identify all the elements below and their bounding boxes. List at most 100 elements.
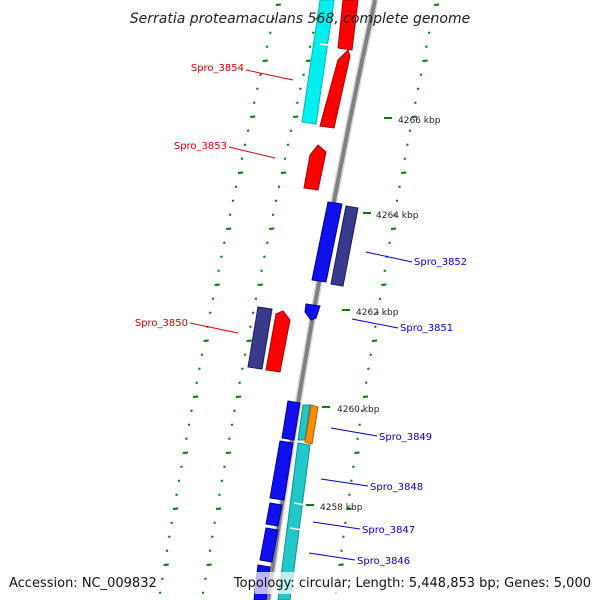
gc-dot <box>233 409 236 412</box>
gc-dot <box>388 241 391 244</box>
gc-dot <box>348 493 351 496</box>
gc-dot <box>374 325 377 328</box>
gc-dot <box>203 339 209 342</box>
gc-dot <box>299 87 302 90</box>
gc-skew-dots <box>158 3 440 594</box>
gc-dot <box>177 479 181 482</box>
gene-label: Spro_3850 <box>135 318 188 329</box>
gc-dot <box>302 73 305 76</box>
gc-dot <box>254 297 258 300</box>
gc-dot <box>308 45 312 48</box>
gene-spro-3848-blue <box>269 440 294 501</box>
gc-dot <box>257 283 263 286</box>
gc-dot <box>236 395 242 398</box>
gc-dot <box>170 521 173 524</box>
gc-dot <box>262 59 268 62</box>
gc-dot <box>204 577 207 580</box>
gene-spro-3851-arrow <box>304 303 321 321</box>
gc-dot <box>190 409 193 412</box>
gc-dot <box>220 255 223 258</box>
gc-dot <box>344 521 347 524</box>
gc-dot <box>161 577 164 580</box>
kbp-tick-label: 4260 kbp <box>337 405 380 415</box>
gc-dot <box>296 101 299 104</box>
gc-dot <box>401 171 407 174</box>
gene-red-top-block <box>337 0 359 51</box>
gene-label: Spro_3846 <box>357 556 410 567</box>
gc-dot <box>406 143 409 146</box>
gc-dot <box>265 45 269 48</box>
gc-dot <box>211 297 215 300</box>
gc-dot <box>340 549 343 552</box>
gc-dot <box>231 199 235 202</box>
gc-dot <box>427 31 431 34</box>
gc-dot <box>312 31 315 34</box>
gc-dot <box>369 353 372 356</box>
gc-dot <box>358 423 361 426</box>
gc-dot <box>214 283 220 286</box>
gc-dot <box>225 451 231 454</box>
gc-dot <box>283 157 287 160</box>
gc-dot <box>218 493 221 496</box>
gc-dot <box>217 269 220 272</box>
gc-dot <box>433 3 440 6</box>
gc-dot <box>243 143 247 146</box>
gc-dot <box>163 563 169 566</box>
gc-dot <box>430 17 434 20</box>
kbp-tick-label: 4262 kbp <box>356 308 399 318</box>
gc-dot <box>195 381 198 384</box>
gene-label: Spro_3852 <box>414 257 467 268</box>
kbp-tick-label: 4266 kbp <box>398 116 441 126</box>
gene-spro-3849-blue <box>281 400 301 441</box>
genome-title: Serratia proteamaculans 568, complete ge… <box>130 11 470 27</box>
gc-dot <box>250 115 256 118</box>
gc-dot <box>419 73 423 76</box>
gc-dot <box>367 367 370 370</box>
gc-dot <box>168 535 171 538</box>
kbp-tick-label: 4264 kbp <box>376 211 419 221</box>
gc-dot <box>240 157 244 160</box>
gene-spro-3852-blue <box>311 201 343 283</box>
gc-dot <box>289 129 293 132</box>
gc-dot <box>350 479 353 482</box>
gc-dot <box>230 423 234 426</box>
gene-teal-lower <box>277 442 311 600</box>
gc-dot <box>256 87 259 90</box>
kbp-ticks: 4266 kbp 4264 kbp 4262 kbp 4260 kbp 4258… <box>306 116 441 513</box>
gc-dot <box>280 171 287 174</box>
gc-dot <box>175 493 178 496</box>
gc-dot <box>286 143 290 146</box>
gc-dot <box>414 101 417 104</box>
gene-spro-3846-blue <box>259 527 279 563</box>
gc-dot <box>354 451 360 454</box>
gc-dot <box>198 367 201 370</box>
gene-label: Spro_3847 <box>362 525 415 536</box>
gc-dot <box>237 171 244 174</box>
gc-dot <box>403 157 407 160</box>
gc-dot <box>223 241 226 244</box>
gc-dot <box>251 311 255 314</box>
gc-dot <box>266 241 269 244</box>
gc-dot <box>206 563 212 566</box>
gene-label: Spro_3853 <box>174 141 227 152</box>
gc-dot <box>338 563 344 566</box>
gc-dot <box>398 185 401 188</box>
gc-dot <box>390 227 397 230</box>
gc-dot <box>213 521 216 524</box>
gc-dot <box>201 591 205 594</box>
gc-dot <box>238 381 241 384</box>
gc-dot <box>364 381 368 384</box>
gc-dot <box>173 507 179 510</box>
gc-dot <box>342 535 345 538</box>
gc-dot <box>193 395 199 398</box>
gc-dot <box>208 311 212 314</box>
gc-dot <box>216 507 222 510</box>
gc-dot <box>187 423 191 426</box>
gene-label: Spro_3848 <box>370 482 423 493</box>
gc-dot <box>393 213 396 216</box>
gc-dot <box>182 451 188 454</box>
gc-dot <box>243 353 247 356</box>
gc-dot <box>249 325 252 328</box>
gene-label: Spro_3854 <box>191 63 244 74</box>
